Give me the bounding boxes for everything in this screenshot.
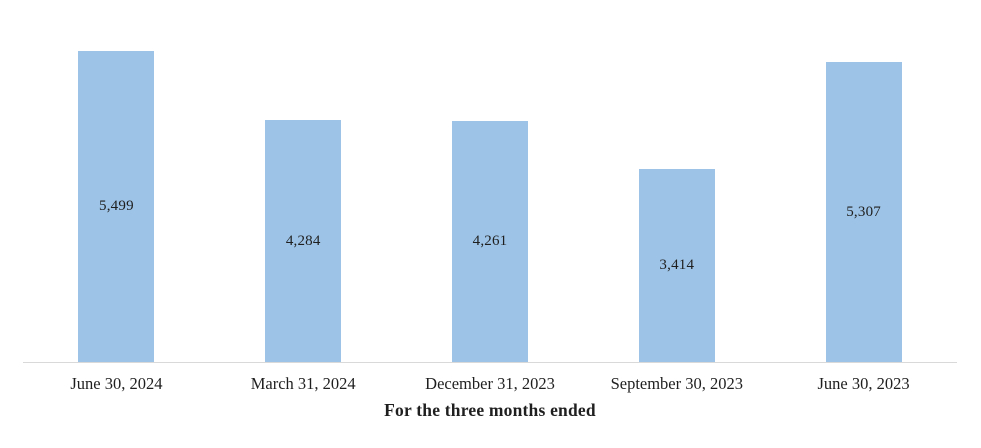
bar-value-label: 3,414 <box>659 257 695 274</box>
bar-value-label: 4,284 <box>285 232 321 249</box>
x-axis-tick-label: June 30, 2024 <box>70 374 163 393</box>
bar-value-label: 4,261 <box>472 233 508 250</box>
x-axis-line <box>23 362 957 363</box>
x-axis-tick-label: March 31, 2024 <box>250 374 356 393</box>
x-axis-tick-label: December 31, 2023 <box>425 374 555 393</box>
bar-value-label: 5,307 <box>846 203 881 220</box>
x-axis-tick-label: June 30, 2023 <box>817 374 910 393</box>
bar: 5,499 <box>78 51 155 362</box>
x-axis-title: For the three months ended <box>384 400 596 420</box>
plot-area: 5,499 4,284 4,261 3,414 5,307 <box>23 23 957 362</box>
bar-value-label: 5,499 <box>99 198 134 215</box>
x-axis-tick-label: September 30, 2023 <box>610 374 743 393</box>
bar: 4,261 <box>452 121 528 362</box>
bar: 4,284 <box>265 120 342 362</box>
bar: 3,414 <box>638 169 715 362</box>
bar: 5,307 <box>825 62 902 362</box>
